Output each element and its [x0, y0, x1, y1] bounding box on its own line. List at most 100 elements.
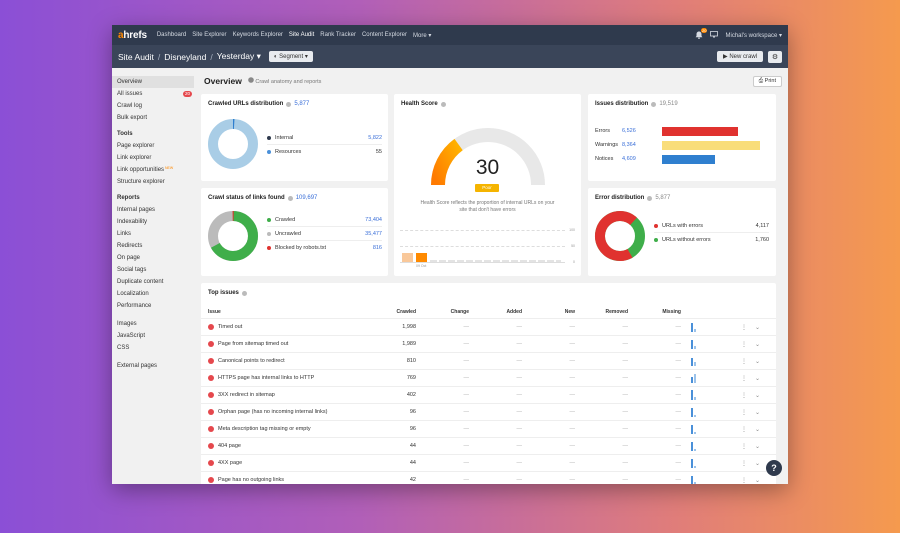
workspace-menu[interactable]: Michal's workspace ▾	[725, 32, 782, 39]
chevron-down-icon[interactable]: ⌄	[755, 477, 761, 484]
help-button[interactable]: ?	[766, 460, 782, 476]
more-options-icon[interactable]: ⋮	[741, 409, 747, 416]
issue-name[interactable]: 3XX redirect in sitemap	[218, 392, 275, 398]
table-row[interactable]: 3XX redirect in sitemap 402 — — — — — ⋮ ⌄	[201, 387, 776, 404]
issues-row-warnings[interactable]: Warnings 8,364	[595, 138, 771, 152]
nav-content-explorer[interactable]: Content Explorer	[361, 32, 407, 38]
crumb-project[interactable]: Disneyland	[164, 51, 207, 62]
crawled-urls-count[interactable]: 5,877	[294, 101, 310, 107]
more-options-icon[interactable]: ⋮	[741, 460, 747, 467]
issue-name[interactable]: 4XX page	[218, 460, 243, 466]
chevron-down-icon[interactable]: ⌄	[755, 460, 761, 467]
sidebar-item-on-page[interactable]: On page	[117, 255, 141, 261]
info-icon[interactable]	[286, 101, 292, 107]
sidebar-item-crawl-log[interactable]: Crawl log	[117, 103, 143, 109]
sidebar-item-css[interactable]: CSS	[117, 345, 130, 351]
issue-name[interactable]: Orphan page (has no incoming internal li…	[218, 409, 328, 415]
sidebar-item-overview[interactable]: Overview	[112, 76, 194, 88]
legend-internal[interactable]: Internal 5,822	[267, 131, 382, 145]
chevron-down-icon[interactable]: ⌄	[755, 324, 761, 331]
legend-blocked[interactable]: Blocked by robots.txt 816	[267, 241, 382, 255]
info-icon[interactable]	[287, 195, 293, 201]
issue-crawled[interactable]: 44	[409, 460, 416, 466]
sidebar-item-duplicate-content[interactable]: Duplicate content	[117, 279, 164, 285]
info-icon[interactable]	[647, 195, 653, 201]
more-options-icon[interactable]: ⋮	[741, 358, 747, 365]
chevron-down-icon[interactable]: ⌄	[755, 426, 761, 433]
new-crawl-button[interactable]: ▶ New crawl	[717, 51, 763, 62]
sidebar-item-external-pages[interactable]: External pages	[117, 363, 158, 369]
issue-name[interactable]: Page from sitemap timed out	[218, 341, 289, 347]
sidebar-item-links[interactable]: Links	[117, 231, 132, 237]
table-row[interactable]: Timed out 1,998 — — — — — ⋮ ⌄	[201, 319, 776, 336]
legend-crawled[interactable]: Crawled 73,404	[267, 213, 382, 227]
issue-crawled[interactable]: 42	[409, 477, 416, 483]
issue-crawled[interactable]: 44	[409, 443, 416, 449]
issue-name[interactable]: 404 page	[218, 443, 241, 449]
nav-dashboard[interactable]: Dashboard	[156, 32, 187, 38]
sidebar-item-social-tags[interactable]: Social tags	[117, 267, 147, 273]
table-row[interactable]: HTTPS page has internal links to HTTP 769…	[201, 370, 776, 387]
nav-more[interactable]: More ▾	[413, 32, 432, 39]
chevron-down-icon[interactable]: ⌄	[755, 409, 761, 416]
info-icon[interactable]	[241, 290, 247, 296]
legend-urls-without-errors[interactable]: URLs without errors 1,760	[654, 233, 769, 247]
chevron-down-icon[interactable]: ⌄	[755, 375, 761, 382]
nav-site-explorer[interactable]: Site Explorer	[192, 32, 227, 38]
monitor-icon[interactable]	[710, 30, 719, 40]
chevron-down-icon[interactable]: ⌄	[755, 341, 761, 348]
gear-icon[interactable]: ⚙	[768, 50, 782, 63]
legend-resources[interactable]: Resources 55	[267, 145, 382, 159]
issue-crawled[interactable]: 402	[406, 392, 416, 398]
info-icon[interactable]	[651, 101, 657, 107]
sidebar-item-performance[interactable]: Performance	[117, 303, 152, 309]
issue-name[interactable]: Page has no outgoing links	[218, 477, 285, 483]
nav-rank-tracker[interactable]: Rank Tracker	[320, 32, 356, 38]
table-row[interactable]: Canonical points to redirect 810 — — — — — ⋮ ⌄	[201, 353, 776, 370]
table-row[interactable]: Orphan page (has no incoming internal li…	[201, 404, 776, 421]
legend-uncrawled[interactable]: Uncrawled 35,477	[267, 227, 382, 241]
more-options-icon[interactable]: ⋮	[741, 443, 747, 450]
chevron-down-icon[interactable]: ⌄	[755, 443, 761, 450]
more-options-icon[interactable]: ⋮	[741, 341, 747, 348]
issue-crawled[interactable]: 769	[406, 375, 416, 381]
sidebar-item-all-issues[interactable]: All issues 20	[117, 91, 192, 97]
more-options-icon[interactable]: ⋮	[741, 477, 747, 484]
crumb-date[interactable]: Yesterday ▾	[216, 51, 261, 61]
history-bar[interactable]	[416, 253, 427, 262]
sidebar-item-localization[interactable]: Localization	[117, 291, 149, 297]
chevron-down-icon[interactable]: ⌄	[755, 358, 761, 365]
sidebar-item-page-explorer[interactable]: Page explorer	[117, 143, 155, 149]
history-bar[interactable]	[402, 253, 413, 262]
legend-urls-with-errors[interactable]: URLs with errors 4,117	[654, 219, 769, 233]
more-options-icon[interactable]: ⋮	[741, 426, 747, 433]
table-row[interactable]: Page has no outgoing links 42 — — — — — ⋮ ⌄	[201, 472, 776, 484]
issue-name[interactable]: Meta description tag missing or empty	[218, 426, 311, 432]
sidebar-item-indexability[interactable]: Indexability	[117, 219, 148, 225]
issue-name[interactable]: Timed out	[218, 324, 243, 330]
table-row[interactable]: 4XX page 44 — — — — — ⋮ ⌄	[201, 455, 776, 472]
info-icon[interactable]	[440, 101, 446, 107]
issue-crawled[interactable]: 1,998	[402, 324, 416, 330]
sidebar-item-link-opportunities[interactable]: Link opportunities NEW	[112, 164, 198, 176]
table-row[interactable]: Page from sitemap timed out 1,989 — — — — — ⋮ ⌄	[201, 336, 776, 353]
sidebar-item-structure-explorer[interactable]: Structure explorer	[117, 179, 165, 185]
issue-name[interactable]: Canonical points to redirect	[218, 358, 285, 364]
notifications-icon[interactable]: 20	[695, 28, 708, 39]
crumb-site-audit[interactable]: Site Audit	[118, 51, 154, 62]
print-button[interactable]: ⎙ Print	[752, 75, 782, 87]
issue-crawled[interactable]: 810	[406, 358, 416, 364]
table-row[interactable]: 404 page 44 — — — — — ⋮ ⌄	[201, 438, 776, 455]
issues-row-errors[interactable]: Errors 6,526	[595, 124, 771, 138]
segment-button[interactable]: ◐ Segment ▾	[268, 51, 313, 62]
issue-crawled[interactable]: 96	[409, 409, 416, 415]
issue-crawled[interactable]: 1,989	[402, 341, 416, 347]
issue-name[interactable]: HTTPS page has internal links to HTTP	[218, 375, 315, 381]
issue-crawled[interactable]: 96	[409, 426, 416, 432]
crawl-status-count[interactable]: 109,697	[295, 195, 318, 201]
chevron-down-icon[interactable]: ⌄	[755, 392, 761, 399]
sidebar-item-redirects[interactable]: Redirects	[117, 243, 143, 249]
sidebar-item-images[interactable]: Images	[117, 321, 137, 327]
sidebar-item-link-explorer[interactable]: Link explorer	[117, 155, 152, 161]
nav-keywords-explorer[interactable]: Keywords Explorer	[232, 32, 283, 38]
